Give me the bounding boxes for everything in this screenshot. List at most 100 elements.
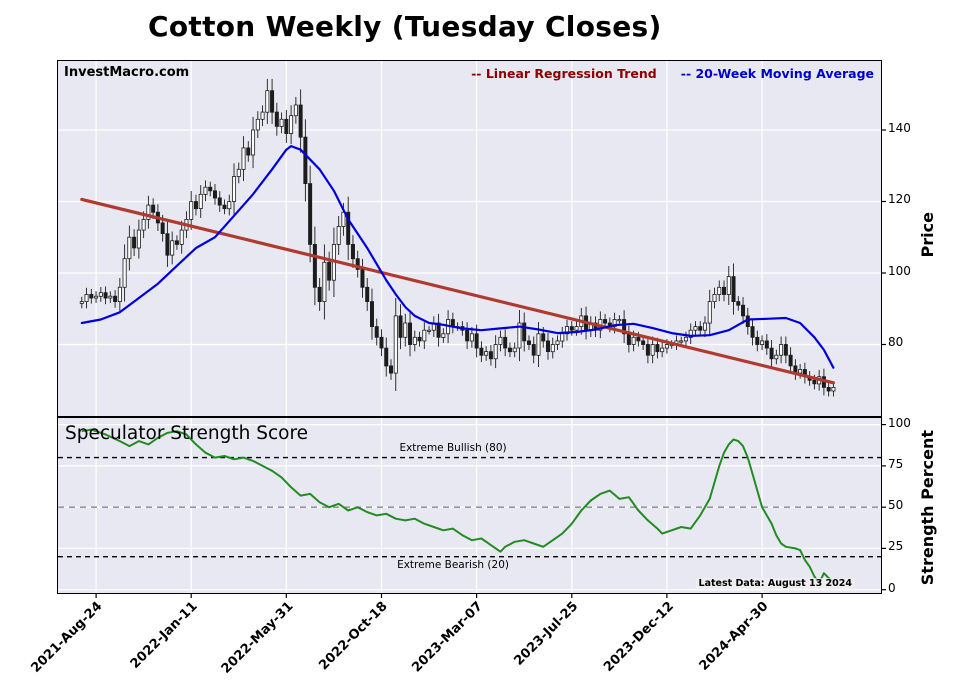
candle-down bbox=[507, 347, 512, 353]
candle-up bbox=[146, 204, 151, 220]
strength-panel: Speculator Strength Score Extreme Bullis… bbox=[57, 417, 886, 598]
candle-up bbox=[198, 193, 203, 210]
price-panel: InvestMacro.com -- Linear Regression Tre… bbox=[57, 60, 886, 417]
candle-up bbox=[517, 322, 522, 349]
price-chart-canvas bbox=[58, 61, 886, 416]
candle-down bbox=[103, 292, 108, 299]
candle-up bbox=[617, 319, 622, 322]
legend: -- Linear Regression Trend -- 20-Week Mo… bbox=[471, 66, 874, 81]
candle-up bbox=[760, 340, 765, 345]
candle-down bbox=[436, 322, 441, 338]
price-tick-label: 120 bbox=[888, 192, 911, 207]
candle-down bbox=[755, 336, 760, 345]
candle-down bbox=[193, 201, 198, 210]
x-tick-label: 2022-Oct-18 bbox=[316, 599, 392, 674]
candle-down bbox=[270, 90, 275, 113]
candle-up bbox=[427, 329, 432, 332]
candle-up bbox=[189, 201, 194, 220]
candle-down bbox=[165, 233, 170, 256]
x-tick-label: 2023-Dec-12 bbox=[600, 599, 677, 675]
candle-down bbox=[488, 351, 493, 360]
legend-trend-label: -- Linear Regression Trend bbox=[471, 66, 657, 81]
candle-up bbox=[441, 333, 446, 338]
candle-down bbox=[355, 258, 360, 270]
candle-down bbox=[465, 329, 470, 342]
candle-down bbox=[569, 326, 574, 331]
candle-down bbox=[541, 333, 546, 342]
candle-down bbox=[113, 295, 118, 302]
candle-down bbox=[208, 186, 213, 192]
candle-down bbox=[408, 322, 413, 345]
strength-tick-label: 0 bbox=[888, 580, 896, 595]
candle-up bbox=[255, 118, 260, 131]
candle-up bbox=[241, 147, 246, 170]
price-axis-title: Price bbox=[918, 212, 937, 258]
candle-up bbox=[612, 319, 617, 328]
price-tick-label: 80 bbox=[888, 335, 904, 350]
strength-axis-title: Strength Percent bbox=[918, 430, 937, 586]
20-week-moving-average-line bbox=[80, 144, 835, 369]
candle-down bbox=[769, 347, 774, 360]
candle-up bbox=[688, 329, 693, 338]
x-tick-label: 2022-Jan-11 bbox=[128, 599, 201, 672]
candle-up bbox=[484, 351, 489, 356]
candle-up bbox=[251, 129, 256, 156]
candle-down bbox=[151, 204, 156, 213]
watermark: InvestMacro.com bbox=[64, 65, 190, 80]
candle-up bbox=[798, 369, 803, 374]
candle-down bbox=[741, 304, 746, 317]
strength-tick-label: 100 bbox=[888, 415, 911, 430]
candle-down bbox=[350, 243, 355, 260]
candle-up bbox=[117, 286, 122, 303]
strength-tick-label: 25 bbox=[888, 539, 904, 554]
candle-up bbox=[536, 333, 541, 356]
candle-up bbox=[79, 301, 84, 304]
candle-down bbox=[750, 326, 755, 338]
candle-up bbox=[422, 329, 427, 342]
candle-up bbox=[141, 218, 146, 231]
extreme-bearish-label: Extreme Bearish (20) bbox=[397, 559, 509, 571]
strength-tick-label: 75 bbox=[888, 456, 904, 471]
candle-down bbox=[389, 365, 394, 374]
candle-up bbox=[831, 386, 836, 392]
candle-down bbox=[655, 344, 660, 353]
candle-up bbox=[650, 344, 655, 356]
candle-up bbox=[574, 326, 579, 331]
legend-ma-label: -- 20-Week Moving Average bbox=[680, 66, 874, 81]
candle-down bbox=[503, 336, 508, 349]
candle-down bbox=[212, 190, 217, 199]
candle-up bbox=[565, 326, 570, 335]
candle-up bbox=[679, 340, 684, 343]
strength-score-line bbox=[81, 428, 834, 585]
x-tick-label: 2022-May-31 bbox=[218, 599, 296, 677]
page-title: Cotton Weekly (Tuesday Closes) bbox=[148, 10, 662, 43]
candle-down bbox=[731, 276, 736, 303]
x-tick-label: 2021-Aug-24 bbox=[28, 599, 106, 676]
price-tick-label: 140 bbox=[888, 120, 911, 135]
x-tick-label: 2023-Jul-25 bbox=[511, 599, 582, 669]
candle-up bbox=[631, 336, 636, 345]
candle-up bbox=[779, 344, 784, 356]
candle-up bbox=[403, 322, 408, 338]
candle-up bbox=[664, 344, 669, 349]
candle-up bbox=[560, 333, 565, 342]
candle-down bbox=[369, 301, 374, 328]
candle-down bbox=[622, 319, 627, 335]
candle-up bbox=[227, 201, 232, 210]
candle-down bbox=[246, 147, 251, 156]
candle-down bbox=[826, 386, 831, 392]
candle-down bbox=[603, 319, 608, 324]
candle-up bbox=[717, 286, 722, 295]
linear-regression-trend-line bbox=[80, 197, 836, 385]
candle-up bbox=[707, 301, 712, 324]
candle-down bbox=[327, 261, 332, 281]
candle-up bbox=[170, 240, 175, 256]
candle-down bbox=[303, 136, 308, 184]
candle-up bbox=[774, 354, 779, 360]
candle-down bbox=[417, 336, 422, 342]
candle-down bbox=[298, 104, 303, 138]
candle-down bbox=[531, 344, 536, 356]
candle-up bbox=[260, 111, 265, 120]
x-tick-label: 2024-Apr-30 bbox=[696, 599, 772, 674]
